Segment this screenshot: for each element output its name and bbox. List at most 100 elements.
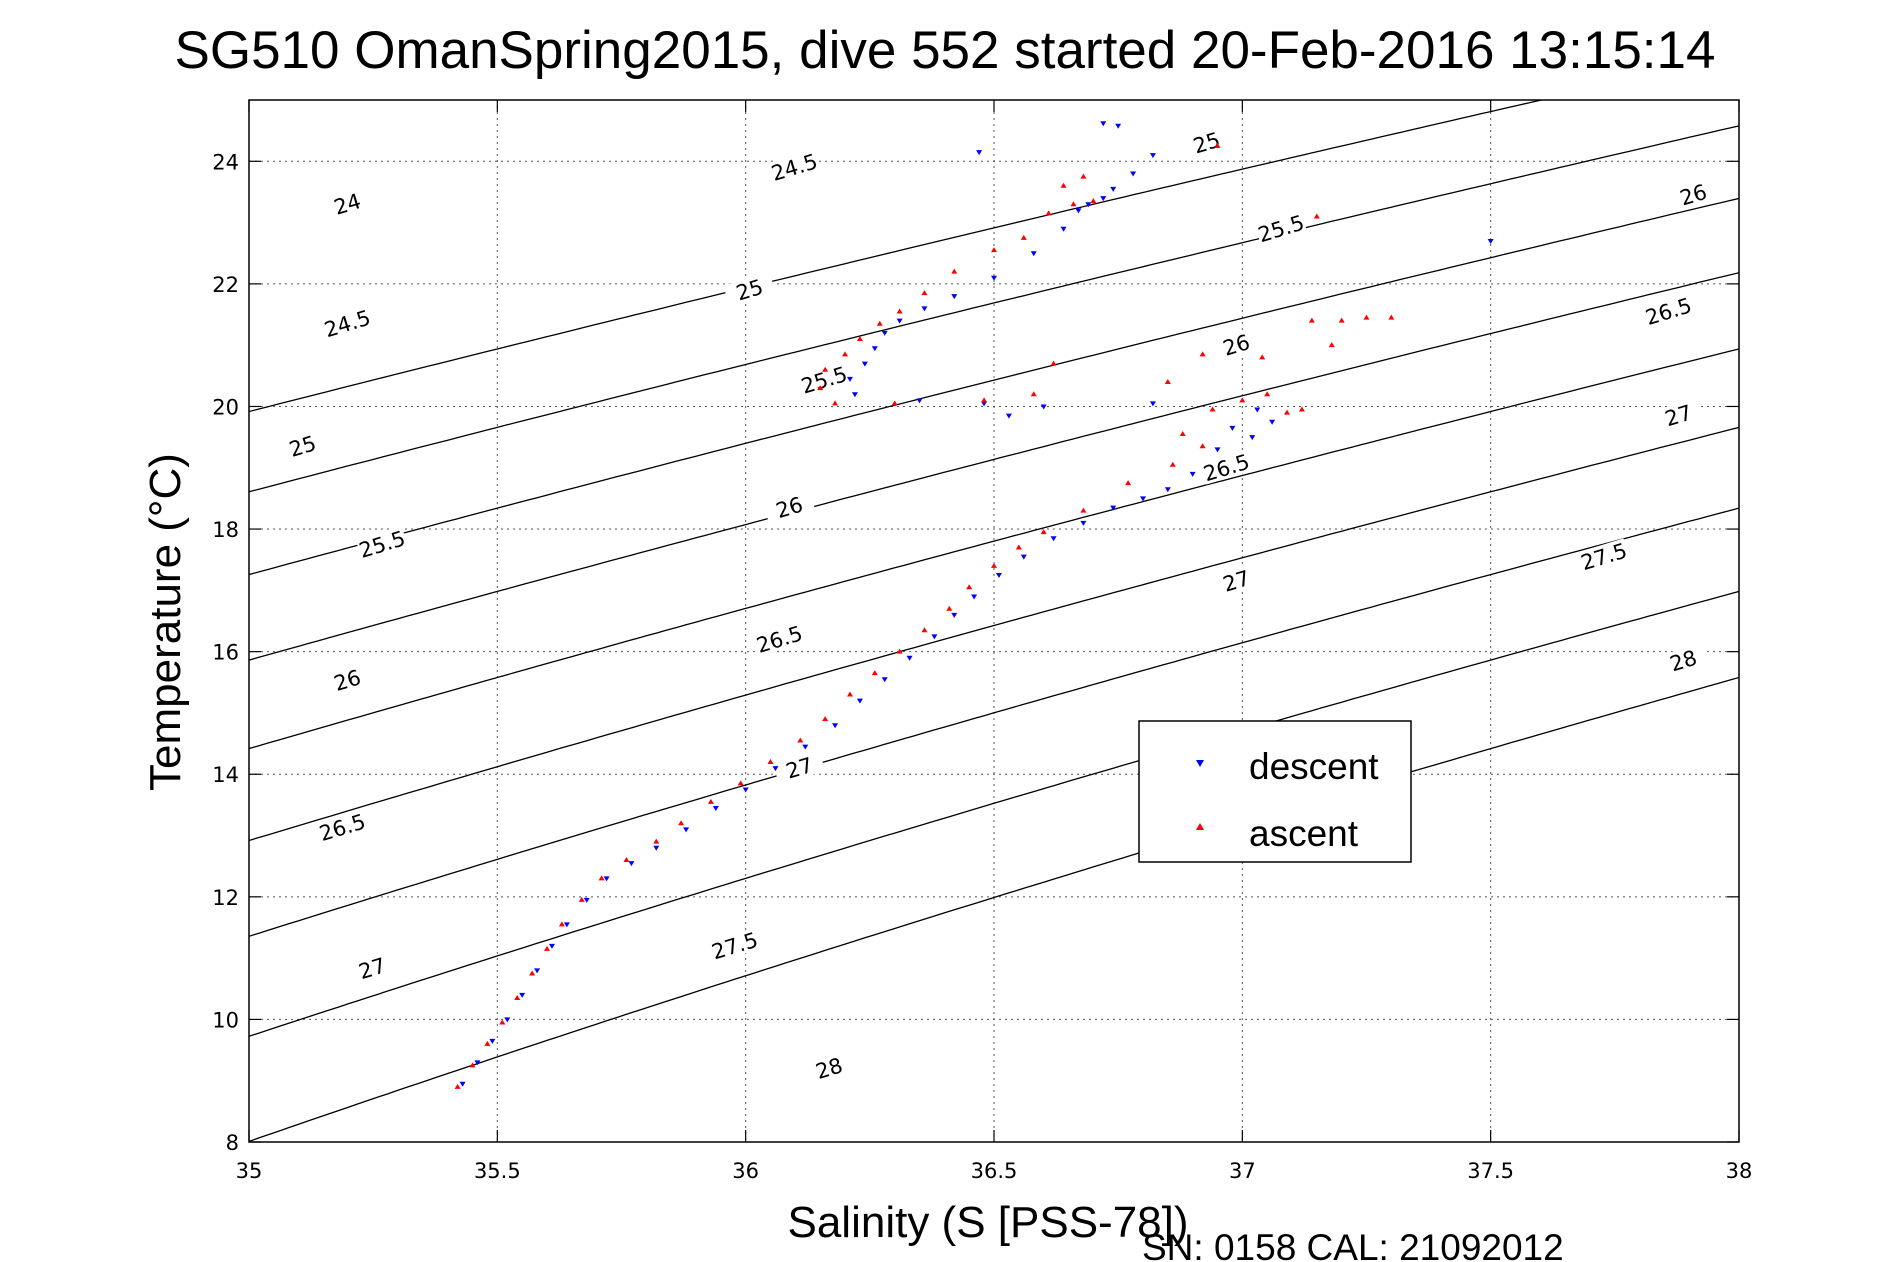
isopycnal-line bbox=[249, 100, 1545, 413]
descent-point bbox=[851, 392, 858, 398]
ascent-point bbox=[891, 400, 898, 406]
ascent-point bbox=[876, 320, 883, 326]
ascent-point bbox=[1169, 461, 1176, 467]
ascent-point bbox=[1020, 234, 1027, 240]
isopycnal-line bbox=[249, 125, 1739, 493]
descent-point bbox=[1229, 425, 1236, 431]
ascent-point bbox=[1070, 201, 1077, 207]
contour-label-group: 26.5 bbox=[1642, 293, 1695, 330]
isopycnal-line bbox=[249, 426, 1739, 842]
descent-point bbox=[861, 361, 868, 367]
ascent-point bbox=[921, 627, 928, 633]
ascent-point bbox=[1313, 213, 1320, 219]
contour-label-bg bbox=[1210, 562, 1263, 598]
contour-label-group: 26 bbox=[1666, 176, 1720, 212]
ascent-point bbox=[707, 798, 714, 804]
descent-point bbox=[772, 766, 779, 772]
legend-descent-label: descent bbox=[1249, 746, 1379, 787]
isopycnal-line bbox=[249, 590, 1739, 1037]
descent-point bbox=[971, 594, 978, 600]
descent-point bbox=[1050, 536, 1057, 542]
ascent-point bbox=[1264, 391, 1271, 397]
ascent-point bbox=[678, 820, 685, 826]
ascent-point bbox=[842, 351, 848, 357]
descent-point bbox=[1115, 123, 1122, 129]
descent-point bbox=[1189, 471, 1196, 477]
descent-point bbox=[1110, 186, 1117, 192]
contour-label-group: 25.5 bbox=[355, 526, 409, 563]
ascent-point bbox=[499, 1019, 506, 1025]
descent-point bbox=[1214, 447, 1221, 453]
descent-point bbox=[881, 330, 888, 336]
x-tick-label: 36 bbox=[732, 1159, 759, 1183]
ascent-point bbox=[598, 875, 605, 881]
x-tick-label: 38 bbox=[1726, 1159, 1753, 1183]
contour-label-group: 25 bbox=[723, 271, 776, 307]
isopycnal-line bbox=[249, 676, 1739, 1142]
y-tick-label: 14 bbox=[212, 763, 239, 787]
data-points bbox=[454, 121, 1494, 1089]
descent-point bbox=[712, 805, 719, 811]
ascent-point bbox=[1308, 317, 1315, 323]
descent-point bbox=[896, 318, 903, 324]
ascent-point bbox=[966, 584, 973, 590]
ascent-point bbox=[951, 268, 958, 274]
contour-label-bg bbox=[320, 662, 374, 698]
ascent-point bbox=[1060, 182, 1067, 188]
ascent-point bbox=[1284, 409, 1291, 415]
descent-point bbox=[1110, 505, 1117, 511]
contour-label-bg bbox=[1652, 397, 1705, 433]
y-tick-label: 8 bbox=[226, 1131, 239, 1155]
contour-label-group: 26.5 bbox=[316, 809, 369, 846]
ascent-point bbox=[1199, 443, 1206, 449]
ascent-point bbox=[797, 737, 804, 743]
descent-point bbox=[802, 744, 809, 750]
descent-point bbox=[1060, 226, 1067, 232]
legend-ascent-label: ascent bbox=[1249, 813, 1359, 854]
ascent-point bbox=[991, 562, 997, 568]
descent-point bbox=[1100, 196, 1107, 202]
descent-point bbox=[1005, 413, 1012, 419]
contour-label-bg bbox=[1642, 293, 1695, 329]
contour-label-bg bbox=[355, 526, 409, 562]
axis-ticks: 35 35.5 36 36.5 37 37.5 38 8 10 12 14 16 18 20 22 24 bbox=[212, 100, 1752, 1183]
ascent-point bbox=[921, 290, 928, 296]
contour-label-bg bbox=[772, 749, 826, 785]
ascent-point bbox=[1209, 406, 1216, 412]
ascent-point bbox=[1363, 314, 1370, 320]
contour-label-group: 26.5 bbox=[1200, 449, 1253, 486]
y-axis-label: Temperature (°C) bbox=[141, 453, 190, 791]
descent-point bbox=[603, 876, 610, 882]
contour-label: 26.5 bbox=[1201, 450, 1253, 487]
descent-point bbox=[991, 275, 997, 281]
ascent-point bbox=[991, 247, 997, 253]
descent-point bbox=[921, 306, 928, 312]
descent-point bbox=[504, 1017, 511, 1023]
contour-label-group: 27.5 bbox=[708, 927, 761, 965]
descent-point bbox=[856, 698, 863, 704]
contour-label: 24.5 bbox=[769, 149, 821, 186]
contour-label-group: 28 bbox=[1657, 642, 1710, 678]
contour-label: 25.5 bbox=[356, 526, 408, 563]
descent-point bbox=[683, 827, 690, 833]
contour-label-bg bbox=[708, 927, 761, 963]
ascent-point bbox=[896, 648, 903, 654]
y-tick-label: 24 bbox=[212, 150, 239, 174]
y-tick-label: 10 bbox=[212, 1008, 239, 1032]
contour-label-bg bbox=[802, 1050, 856, 1086]
contour-label-group: 25.5 bbox=[797, 361, 851, 399]
ascent-point bbox=[822, 716, 829, 722]
ascent-point bbox=[946, 605, 953, 611]
contour-label-group: 26 bbox=[320, 662, 374, 698]
ascent-point bbox=[1239, 397, 1246, 403]
contour-label-bg bbox=[1180, 124, 1233, 160]
contour-label-bg bbox=[276, 428, 329, 464]
x-tick-label: 37 bbox=[1229, 1159, 1256, 1183]
ascent-point bbox=[1080, 507, 1087, 513]
y-tick-label: 20 bbox=[212, 395, 239, 419]
ascent-point bbox=[981, 397, 988, 403]
contour-label: 26.5 bbox=[1643, 293, 1695, 330]
serial-cal-footer: SN: 0158 CAL: 21092012 bbox=[1142, 1227, 1564, 1262]
contour-label: 27.5 bbox=[709, 928, 761, 965]
descent-point bbox=[881, 677, 888, 683]
